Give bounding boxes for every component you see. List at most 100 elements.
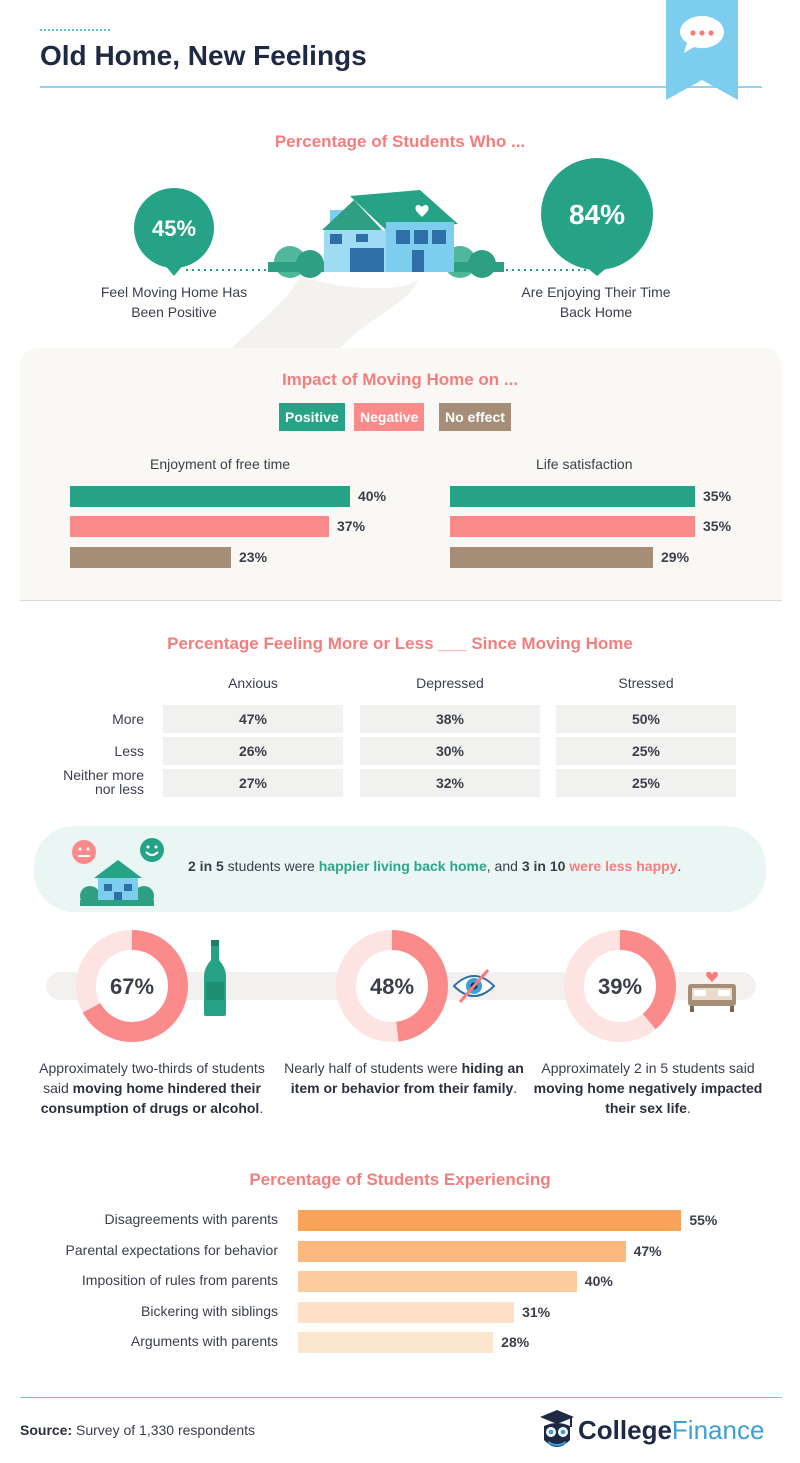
col-head-depressed: Depressed (416, 675, 484, 691)
home-scene (186, 190, 590, 350)
chat-bookmark-icon (666, 0, 738, 100)
source-text: Survey of 1,330 respondents (72, 1422, 256, 1438)
experiencing-bar (298, 1271, 577, 1292)
impact-value-life-no-effect: 29% (661, 549, 690, 565)
path-shape (230, 275, 419, 350)
donut-caption-hiding-pre: Nearly half of students were (284, 1060, 462, 1076)
donut-arc-drugs (76, 930, 188, 1042)
impact-bar-life-positive (450, 486, 695, 507)
page-title: Old Home, New Feelings (40, 40, 367, 71)
happy-text-b: students were (223, 858, 319, 874)
group-label-free-time: Enjoyment of free time (150, 456, 291, 472)
section-title-who: Percentage of Students Who ... (274, 132, 526, 151)
row-head-neither: Neither more nor less (63, 767, 144, 797)
stat-value-84: 84% (569, 199, 625, 230)
bottle-icon (204, 940, 226, 1016)
experiencing-bar (298, 1210, 682, 1231)
cell-neither-stressed: 25% (556, 769, 736, 797)
impact-value-free-time-no-effect: 23% (239, 549, 268, 565)
col-head-stressed: Stressed (618, 675, 674, 691)
experiencing-value: 55% (689, 1212, 718, 1228)
experiencing-label: Disagreements with parents (104, 1211, 278, 1227)
row-head-more: More (112, 711, 144, 727)
donut-caption-hiding-post: . (513, 1080, 518, 1096)
owl-logo-icon (540, 1410, 574, 1447)
bed-heart-icon (688, 971, 736, 1012)
house-icon (322, 190, 458, 272)
experiencing-label: Imposition of rules from parents (81, 1272, 278, 1288)
impact-value-life-negative: 35% (703, 518, 732, 534)
legend-negative: Negative (354, 403, 425, 431)
happy-highlight-happier: happier living back home (318, 858, 487, 874)
experiencing-bar (298, 1301, 515, 1323)
donut-caption-sex-life: Approximately 2 in 5 students said movin… (528, 1058, 768, 1118)
happy-ratio-a: 2 in 5 (188, 858, 224, 874)
impact-bar-free-time-no-effect (70, 547, 231, 568)
impact-bar-free-time-negative (70, 516, 329, 537)
experiencing-bar (298, 1240, 626, 1262)
cell-more-anxious: 47% (163, 705, 343, 733)
home-moods-icon (72, 838, 164, 906)
happy-text-h: . (677, 858, 682, 874)
footer-rule (20, 1397, 782, 1398)
donut-label-drugs: 67% (110, 974, 154, 999)
section-title-impact: Impact of Moving Home on ... (281, 370, 519, 389)
cell-neither-anxious: 27% (163, 769, 343, 797)
experiencing-value: 47% (633, 1242, 662, 1259)
donut-caption-drugs: Approximately two-thirds of students sai… (32, 1058, 272, 1118)
donut-caption-drugs-pre: Approximately two-thirds of students sai… (39, 1060, 265, 1096)
impact-bar-life-negative (450, 516, 695, 537)
happiness-statement: 2 in 5 students were happier living back… (188, 858, 681, 874)
source-label: Source: (20, 1422, 73, 1438)
section-title-experiencing: Percentage of Students Experiencing (249, 1170, 551, 1189)
hidden-eye-icon (452, 969, 496, 1003)
donut-label-sex-life: 39% (598, 974, 642, 999)
donut-arc-hiding (336, 930, 448, 1042)
stat-bubble-45: 45% (134, 188, 214, 276)
cell-more-depressed: 38% (360, 705, 540, 733)
impact-divider (20, 600, 782, 601)
impact-bar-life-no-effect (450, 547, 653, 568)
cell-neither-depressed: 32% (360, 769, 540, 797)
brand-logo-college: College (578, 1415, 672, 1445)
experiencing-bar (298, 1332, 494, 1353)
donut-charts: 67% 48% 39% (76, 930, 676, 1042)
experiencing-value: 28% (501, 1334, 530, 1350)
col-head-anxious: Anxious (228, 675, 278, 691)
donut-caption-sex-post: . (686, 1100, 691, 1116)
donut-caption-drugs-post: . (259, 1100, 264, 1116)
title-dots (40, 29, 110, 31)
stat-label-enjoying: Are Enjoying Their Time Back Home (521, 284, 671, 320)
impact-value-life-positive: 35% (703, 488, 732, 504)
donut-caption-drugs-bold: moving home hindered their consumption o… (40, 1080, 261, 1116)
impact-bar-free-time-positive (70, 486, 350, 507)
brand-logo: CollegeFinance (578, 1415, 764, 1446)
experiencing-value: 40% (584, 1273, 613, 1289)
experiencing-label: Arguments with parents (130, 1333, 278, 1349)
experiencing-label: Bickering with siblings (141, 1302, 278, 1319)
title-rule (40, 86, 762, 88)
stat-value-45: 45% (152, 216, 196, 241)
brand-logo-finance: Finance (671, 1415, 765, 1445)
legend-positive: Positive (279, 403, 345, 431)
experiencing-value: 31% (522, 1303, 551, 1320)
experiencing-label: Parental expectations for behavior (65, 1241, 278, 1258)
donut-caption-sex-pre: Approximately 2 in 5 students said (541, 1060, 755, 1076)
source-note: Source: Survey of 1,330 respondents (20, 1422, 255, 1438)
donut-caption-hiding-bold: hiding an item or behavior from their fa… (290, 1060, 524, 1096)
donut-caption-hiding: Nearly half of students were hiding an i… (284, 1058, 524, 1098)
row-head-less: Less (114, 743, 144, 759)
happy-text-d: , and (486, 858, 522, 874)
bush-left (268, 246, 334, 278)
cell-less-stressed: 25% (556, 737, 736, 765)
section-title-feeling: Percentage Feeling More or Less ___ Sinc… (167, 634, 633, 653)
donut-arc-sex-life (564, 930, 676, 1042)
cell-more-stressed: 50% (556, 705, 736, 733)
happy-ratio-e: 3 in 10 (521, 858, 566, 874)
happy-highlight-less: were less happy (569, 858, 678, 874)
impact-value-free-time-negative: 37% (337, 518, 366, 534)
group-label-life-satisfaction: Life satisfaction (536, 456, 633, 472)
legend-no-effect: No effect (439, 403, 511, 431)
cell-less-depressed: 30% (360, 737, 540, 765)
donut-label-hiding: 48% (370, 974, 414, 999)
